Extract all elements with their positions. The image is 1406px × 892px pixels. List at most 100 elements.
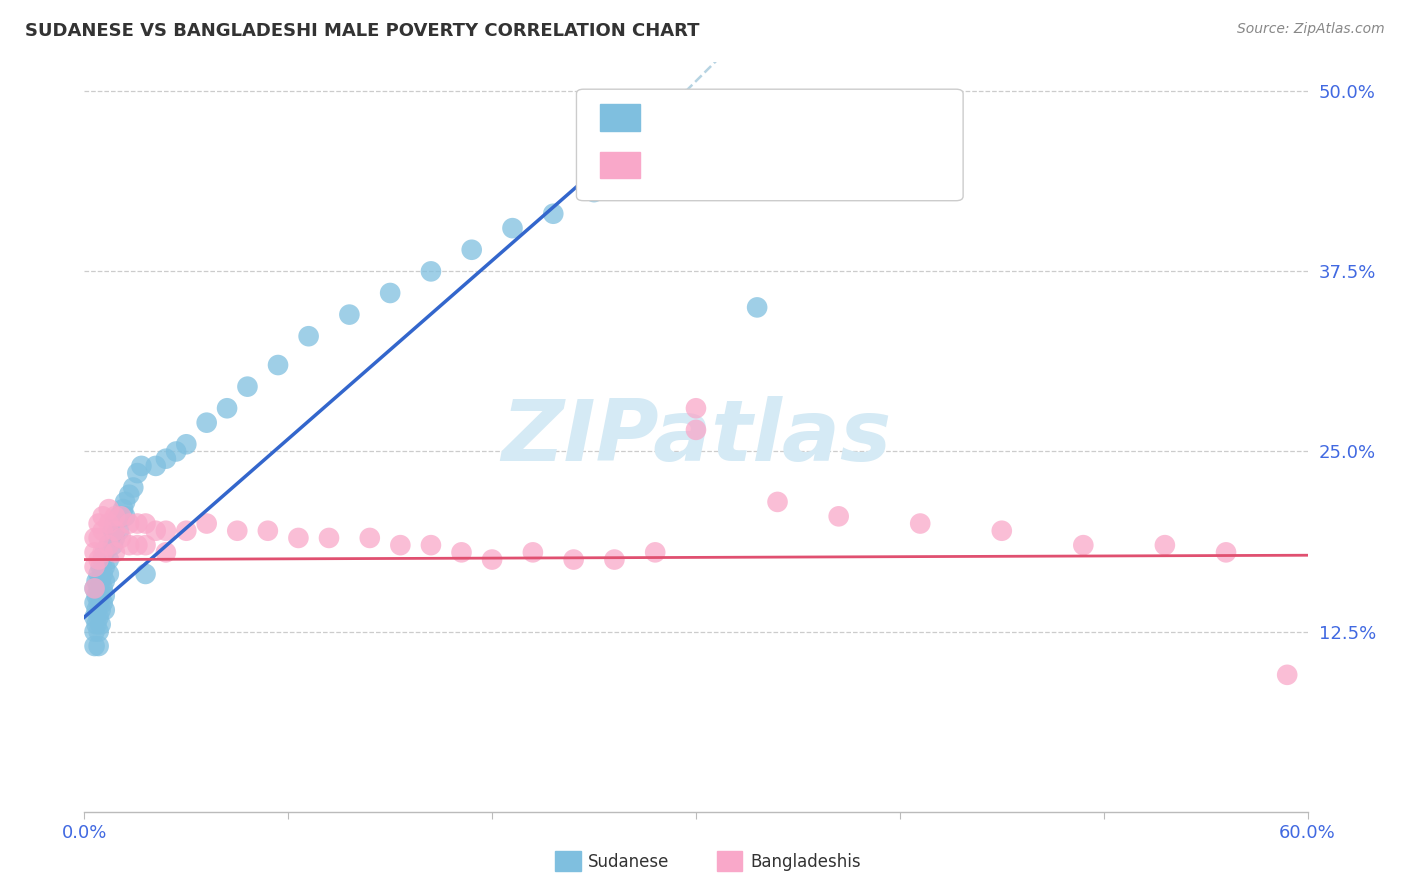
Point [87, 596, 110, 610]
Point [298, 329, 321, 343]
Point [97, 502, 120, 516]
Point [110, 531, 132, 545]
Point [118, 488, 141, 502]
Point [90, 589, 112, 603]
Point [155, 545, 177, 559]
Point [226, 524, 249, 538]
Point [87, 624, 110, 639]
Point [420, 538, 443, 552]
Point [543, 207, 565, 221]
Point [624, 170, 647, 185]
Point [104, 524, 127, 538]
Point [145, 524, 167, 538]
Point [86, 603, 108, 617]
Point [1277, 668, 1299, 682]
Point [685, 401, 707, 416]
Point [706, 135, 728, 149]
Text: Source: ZipAtlas.com: Source: ZipAtlas.com [1237, 22, 1385, 37]
Point [90, 603, 112, 617]
Point [108, 509, 131, 524]
Point [83, 559, 105, 574]
Point [90, 574, 112, 589]
Point [287, 531, 309, 545]
Text: ZIPatlas: ZIPatlas [501, 395, 891, 479]
Point [131, 458, 153, 473]
Point [195, 416, 218, 430]
Point [910, 516, 932, 531]
Point [155, 451, 177, 466]
Point [114, 509, 136, 524]
Point [359, 531, 381, 545]
Point [104, 516, 127, 531]
Point [83, 582, 105, 596]
Point [114, 495, 136, 509]
Point [174, 524, 197, 538]
Point [461, 243, 484, 257]
Point [583, 185, 606, 199]
Point [236, 379, 259, 393]
Point [101, 538, 124, 552]
Text: Sudanese: Sudanese [588, 853, 669, 871]
Point [83, 596, 105, 610]
Point [97, 538, 120, 552]
Point [112, 502, 135, 516]
Point [93, 589, 115, 603]
Point [135, 538, 157, 552]
Point [562, 552, 585, 566]
Point [165, 444, 187, 458]
Point [118, 516, 141, 531]
Point [97, 516, 120, 531]
Point [685, 423, 707, 437]
Point [93, 603, 115, 617]
Point [450, 545, 472, 559]
Point [122, 481, 145, 495]
Point [644, 545, 666, 559]
Point [1073, 538, 1095, 552]
Point [118, 538, 141, 552]
Point [110, 509, 132, 524]
Point [257, 524, 280, 538]
Point [380, 285, 402, 300]
Point [87, 552, 110, 566]
Point [522, 545, 544, 559]
Point [93, 559, 115, 574]
Point [87, 516, 110, 531]
Point [97, 566, 120, 581]
Point [91, 582, 114, 596]
Point [481, 552, 503, 566]
Text: Bangladeshis: Bangladeshis [751, 853, 862, 871]
Point [87, 531, 110, 545]
Point [104, 531, 127, 545]
Point [87, 566, 110, 581]
Point [502, 221, 524, 235]
Point [339, 308, 361, 322]
Point [1154, 538, 1177, 552]
Point [389, 538, 412, 552]
Point [87, 582, 110, 596]
Point [83, 582, 105, 596]
Point [104, 545, 127, 559]
Text: R = 0.002   N = 57: R = 0.002 N = 57 [654, 155, 853, 175]
Point [127, 466, 149, 480]
Point [747, 301, 769, 315]
Point [91, 545, 114, 559]
Point [83, 624, 105, 639]
Point [86, 574, 108, 589]
Point [135, 516, 157, 531]
Text: R = 0.602   N = 67: R = 0.602 N = 67 [654, 107, 853, 127]
Text: SUDANESE VS BANGLADESHI MALE POVERTY CORRELATION CHART: SUDANESE VS BANGLADESHI MALE POVERTY COR… [25, 22, 700, 40]
Point [87, 639, 110, 653]
Point [127, 538, 149, 552]
Point [83, 610, 105, 624]
Point [1215, 545, 1237, 559]
Point [101, 524, 124, 538]
Point [217, 401, 239, 416]
Point [267, 358, 290, 372]
Point [145, 458, 167, 473]
Point [91, 596, 114, 610]
Point [318, 531, 340, 545]
Point [86, 589, 108, 603]
Point [603, 552, 626, 566]
Point [195, 516, 218, 531]
Point [86, 617, 108, 632]
